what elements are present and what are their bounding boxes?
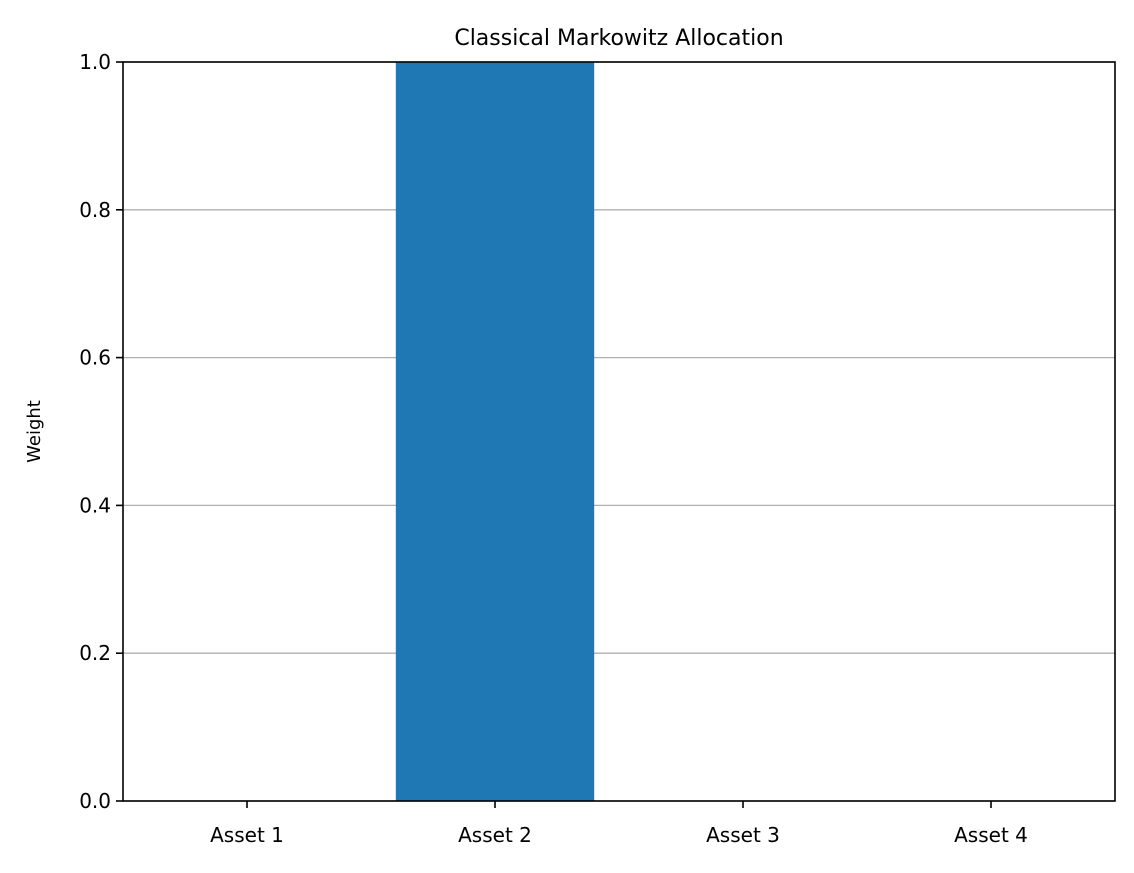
x-tick-label: Asset 1 [210,823,284,847]
y-tick-label: 0.2 [79,641,111,665]
y-axis-ticks: 0.0 0.2 0.4 0.6 0.8 1.0 [79,50,123,813]
bars [395,62,595,801]
x-axis-ticks: Asset 1 Asset 2 Asset 3 Asset 4 [210,801,1028,847]
bar [395,62,595,801]
y-tick-label: 0.4 [79,493,111,517]
y-tick-label: 1.0 [79,50,111,74]
x-tick-label: Asset 2 [458,823,532,847]
y-tick-label: 0.6 [79,346,111,370]
plot-frame [122,61,1116,802]
y-tick-label: 0.8 [79,198,111,222]
x-tick-label: Asset 4 [954,823,1028,847]
y-axis-label: Weight [24,400,45,463]
chart-title: Classical Markowitz Allocation [454,26,783,51]
y-tick-label: 0.0 [79,789,111,813]
grid-lines [123,61,1115,802]
x-tick-label: Asset 3 [706,823,780,847]
